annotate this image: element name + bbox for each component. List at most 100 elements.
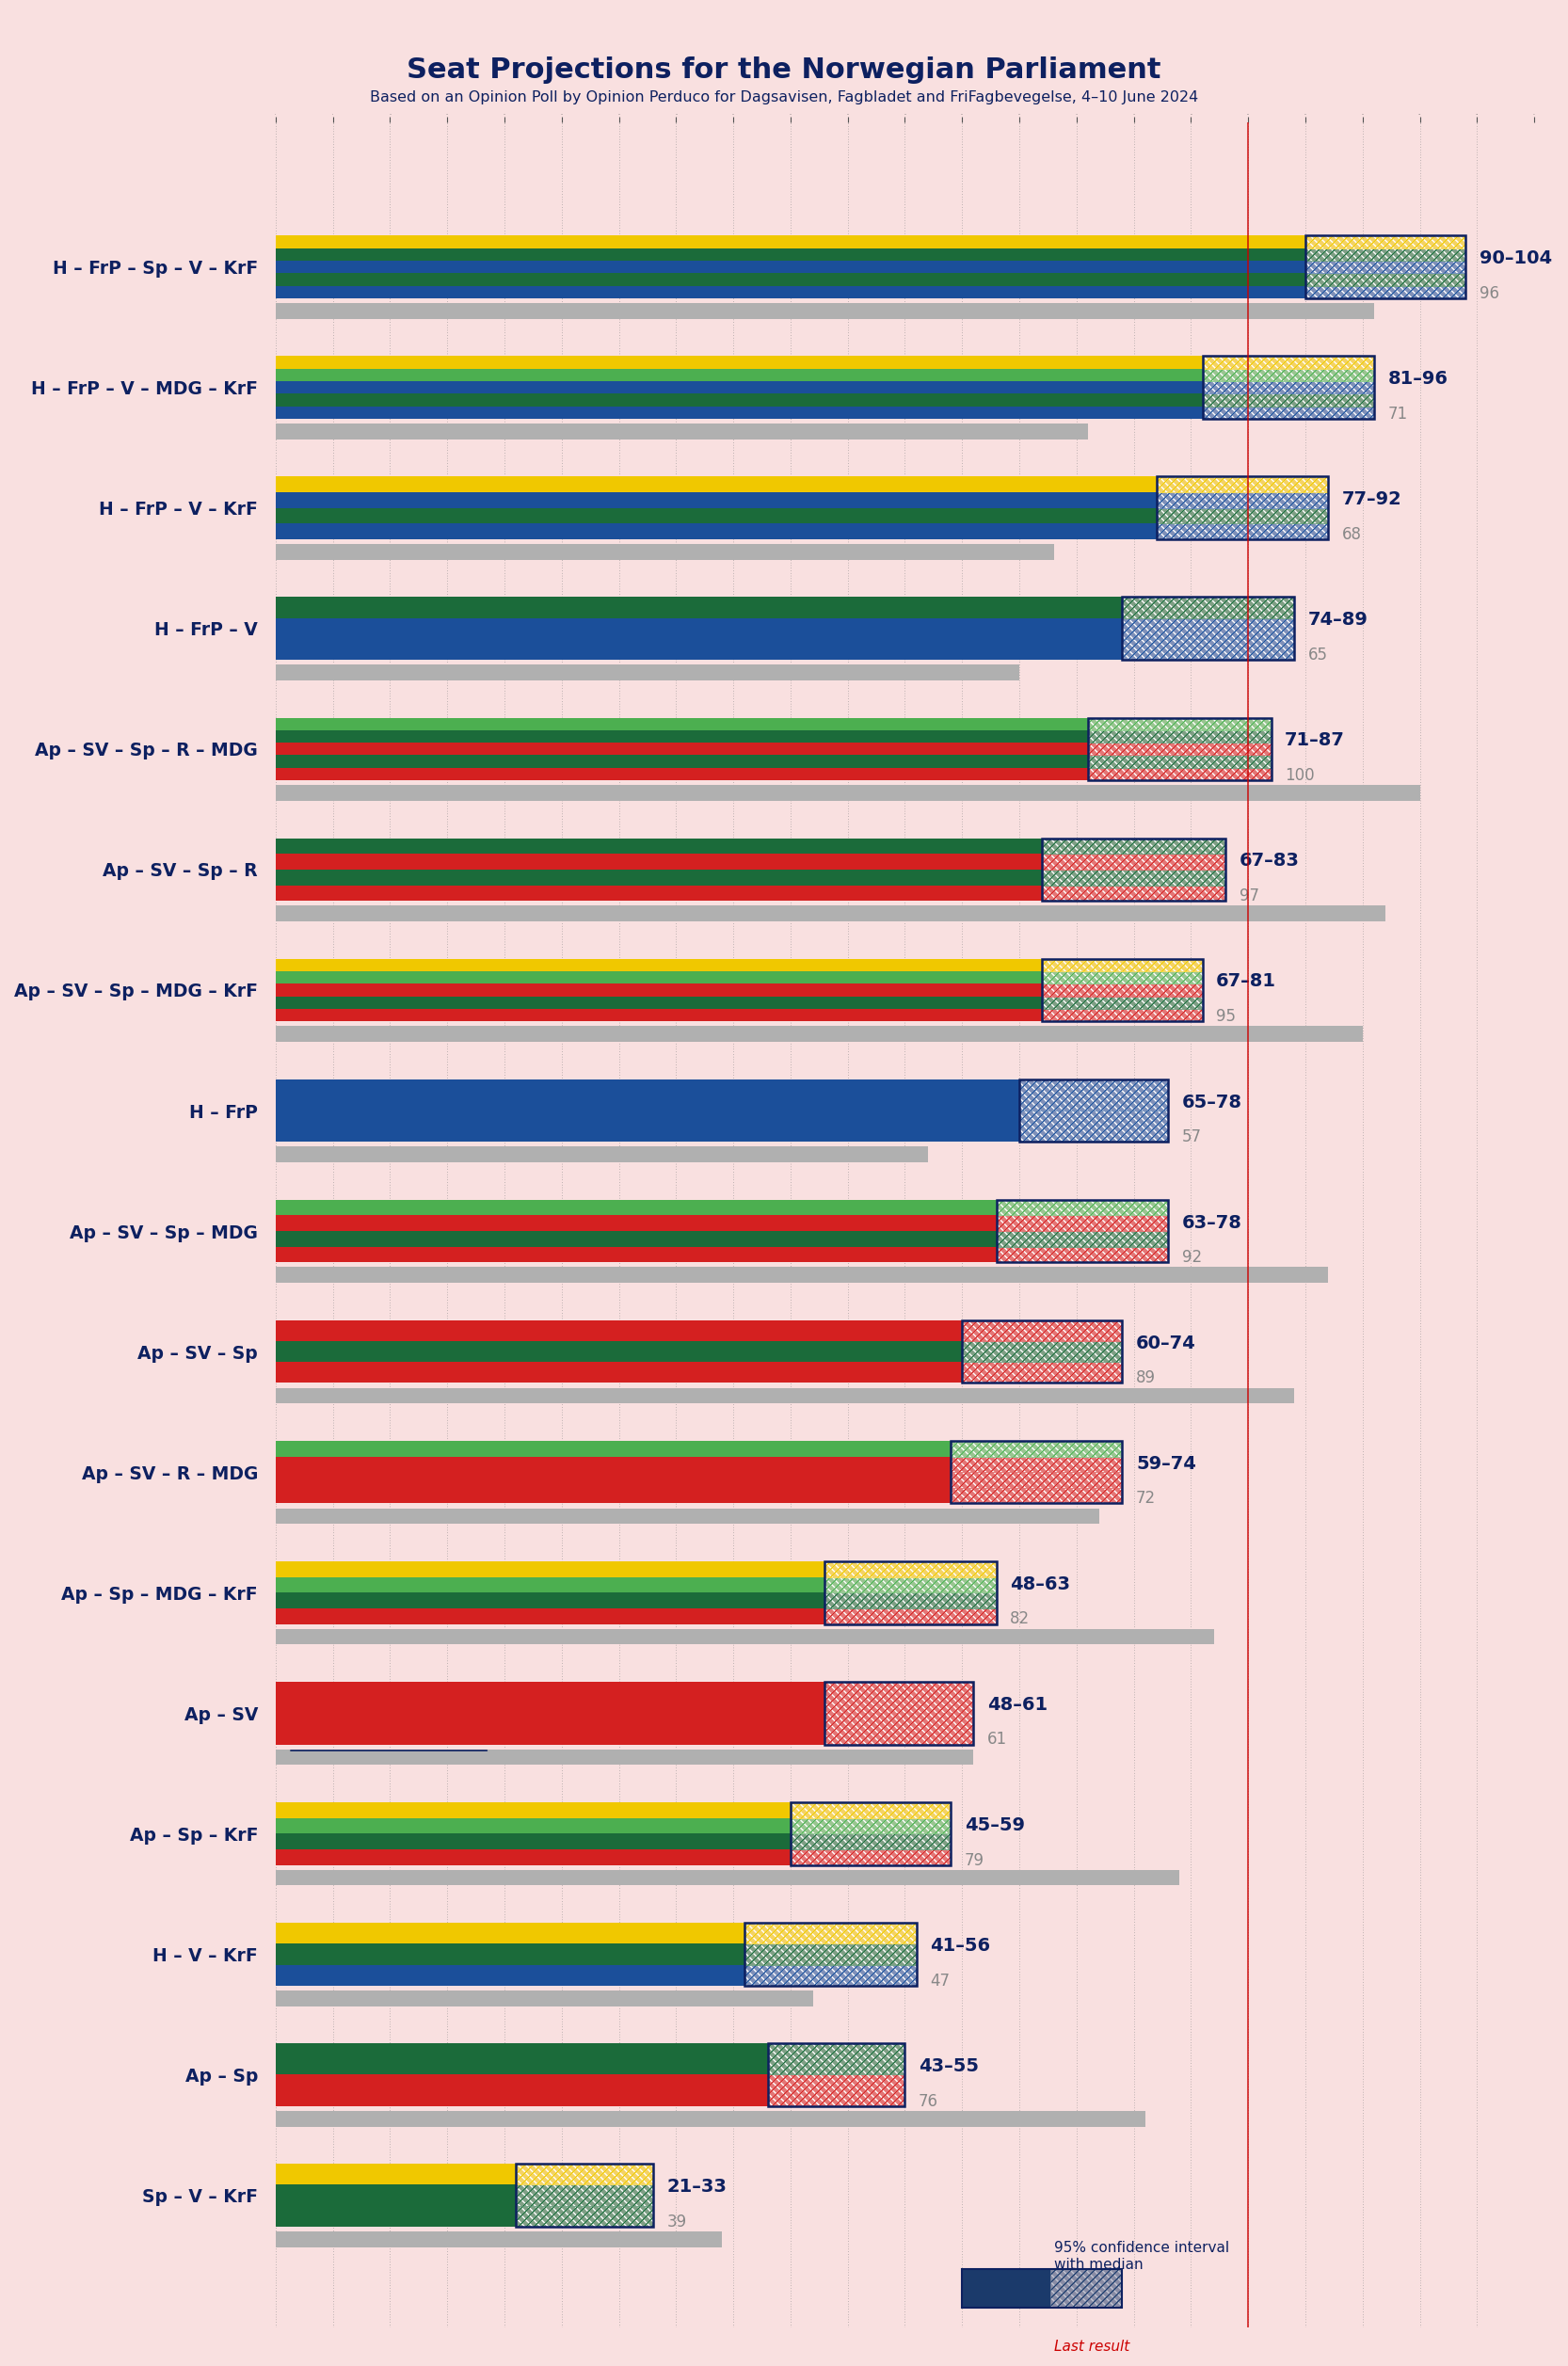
Bar [276, 717, 1088, 731]
Bar [276, 1924, 745, 1945]
Text: 95: 95 [1217, 1008, 1236, 1024]
Text: 57: 57 [1182, 1129, 1201, 1145]
Bar [997, 1230, 1168, 1247]
Bar [516, 2184, 654, 2205]
Bar [790, 1803, 950, 1817]
Bar [790, 1850, 950, 1864]
Bar [963, 1342, 1123, 1363]
Bar [768, 2044, 905, 2075]
Bar [516, 2205, 654, 2226]
Bar [1043, 996, 1203, 1008]
Bar [1306, 260, 1466, 272]
Bar [1043, 984, 1203, 996]
Bar [1157, 523, 1328, 539]
Bar [1051, 2269, 1123, 2307]
Bar [963, 1320, 1123, 1382]
Bar [1157, 476, 1328, 492]
Bar [276, 1964, 745, 1985]
Bar [1123, 618, 1294, 639]
Text: 21–33: 21–33 [666, 2177, 728, 2196]
Text: 47: 47 [930, 1973, 950, 1990]
Bar [1306, 248, 1466, 260]
Bar [790, 1803, 950, 1864]
Bar [950, 1457, 1123, 1472]
Bar [1306, 272, 1466, 286]
Bar [276, 1507, 1099, 1524]
Text: Based on an Opinion Poll by Opinion Perduco for Dagsavisen, Fagbladet and FriFag: Based on an Opinion Poll by Opinion Perd… [370, 90, 1198, 104]
Bar [997, 1247, 1168, 1263]
Bar [276, 1945, 745, 1964]
Bar [997, 1200, 1168, 1263]
Bar [276, 2044, 768, 2075]
Text: 77–92: 77–92 [1342, 490, 1402, 509]
Bar [1123, 639, 1294, 660]
Bar [825, 1682, 974, 1713]
Bar [1088, 769, 1272, 781]
Bar [768, 2044, 905, 2106]
Bar [276, 743, 1088, 755]
Bar [1088, 731, 1272, 743]
Bar [963, 1363, 1123, 1382]
Bar [276, 1389, 1294, 1403]
Bar [1019, 1079, 1168, 1110]
Bar [825, 1682, 974, 1713]
Bar [1088, 755, 1272, 769]
Bar [276, 1713, 825, 1744]
Bar [950, 1488, 1123, 1502]
Bar [1043, 838, 1225, 901]
Bar [1088, 717, 1272, 731]
Bar [1043, 854, 1225, 868]
Bar [825, 1609, 997, 1623]
Bar [997, 1216, 1168, 1230]
Bar [1306, 248, 1466, 260]
Bar [997, 1230, 1168, 1247]
Bar [1123, 618, 1294, 639]
Bar [276, 618, 1123, 639]
Bar [963, 2269, 1123, 2307]
Bar [1157, 509, 1328, 523]
Bar [1043, 838, 1225, 854]
Bar [950, 1441, 1123, 1457]
Bar [1043, 970, 1203, 984]
Text: 67–81: 67–81 [1217, 972, 1276, 991]
Bar [276, 523, 1157, 539]
Bar [276, 769, 1088, 781]
Bar [1203, 407, 1374, 419]
Bar [768, 2044, 905, 2075]
Bar [1123, 596, 1294, 618]
Bar [963, 1363, 1123, 1382]
Bar [1043, 868, 1225, 885]
Bar [1043, 868, 1225, 885]
Bar [1043, 958, 1203, 970]
Bar [825, 1609, 997, 1623]
Bar [1306, 237, 1466, 248]
Text: 76: 76 [919, 2094, 938, 2110]
Bar [825, 1609, 997, 1623]
Bar [276, 731, 1088, 743]
Bar [950, 1441, 1123, 1502]
Bar [825, 1562, 997, 1578]
Bar [950, 1457, 1123, 1472]
Bar [1306, 272, 1466, 286]
Bar [516, 2184, 654, 2205]
Bar [276, 1562, 825, 1578]
Bar [1203, 369, 1374, 381]
Bar [1043, 838, 1225, 854]
Text: 71–87: 71–87 [1284, 731, 1345, 750]
Text: 41–56: 41–56 [930, 1938, 991, 1954]
Bar [276, 885, 1043, 901]
Bar [276, 2231, 721, 2248]
Bar [997, 1200, 1168, 1216]
Bar [1043, 984, 1203, 996]
Bar [997, 1216, 1168, 1230]
Bar [516, 2165, 654, 2184]
Bar [276, 544, 1054, 561]
Bar [790, 1834, 950, 1850]
Bar [825, 1578, 997, 1592]
Bar [1203, 357, 1374, 419]
Bar [1157, 476, 1328, 492]
Bar [997, 1200, 1168, 1216]
Bar [790, 1803, 950, 1817]
Text: 59–74: 59–74 [1137, 1455, 1196, 1472]
Bar [1019, 1110, 1168, 1143]
